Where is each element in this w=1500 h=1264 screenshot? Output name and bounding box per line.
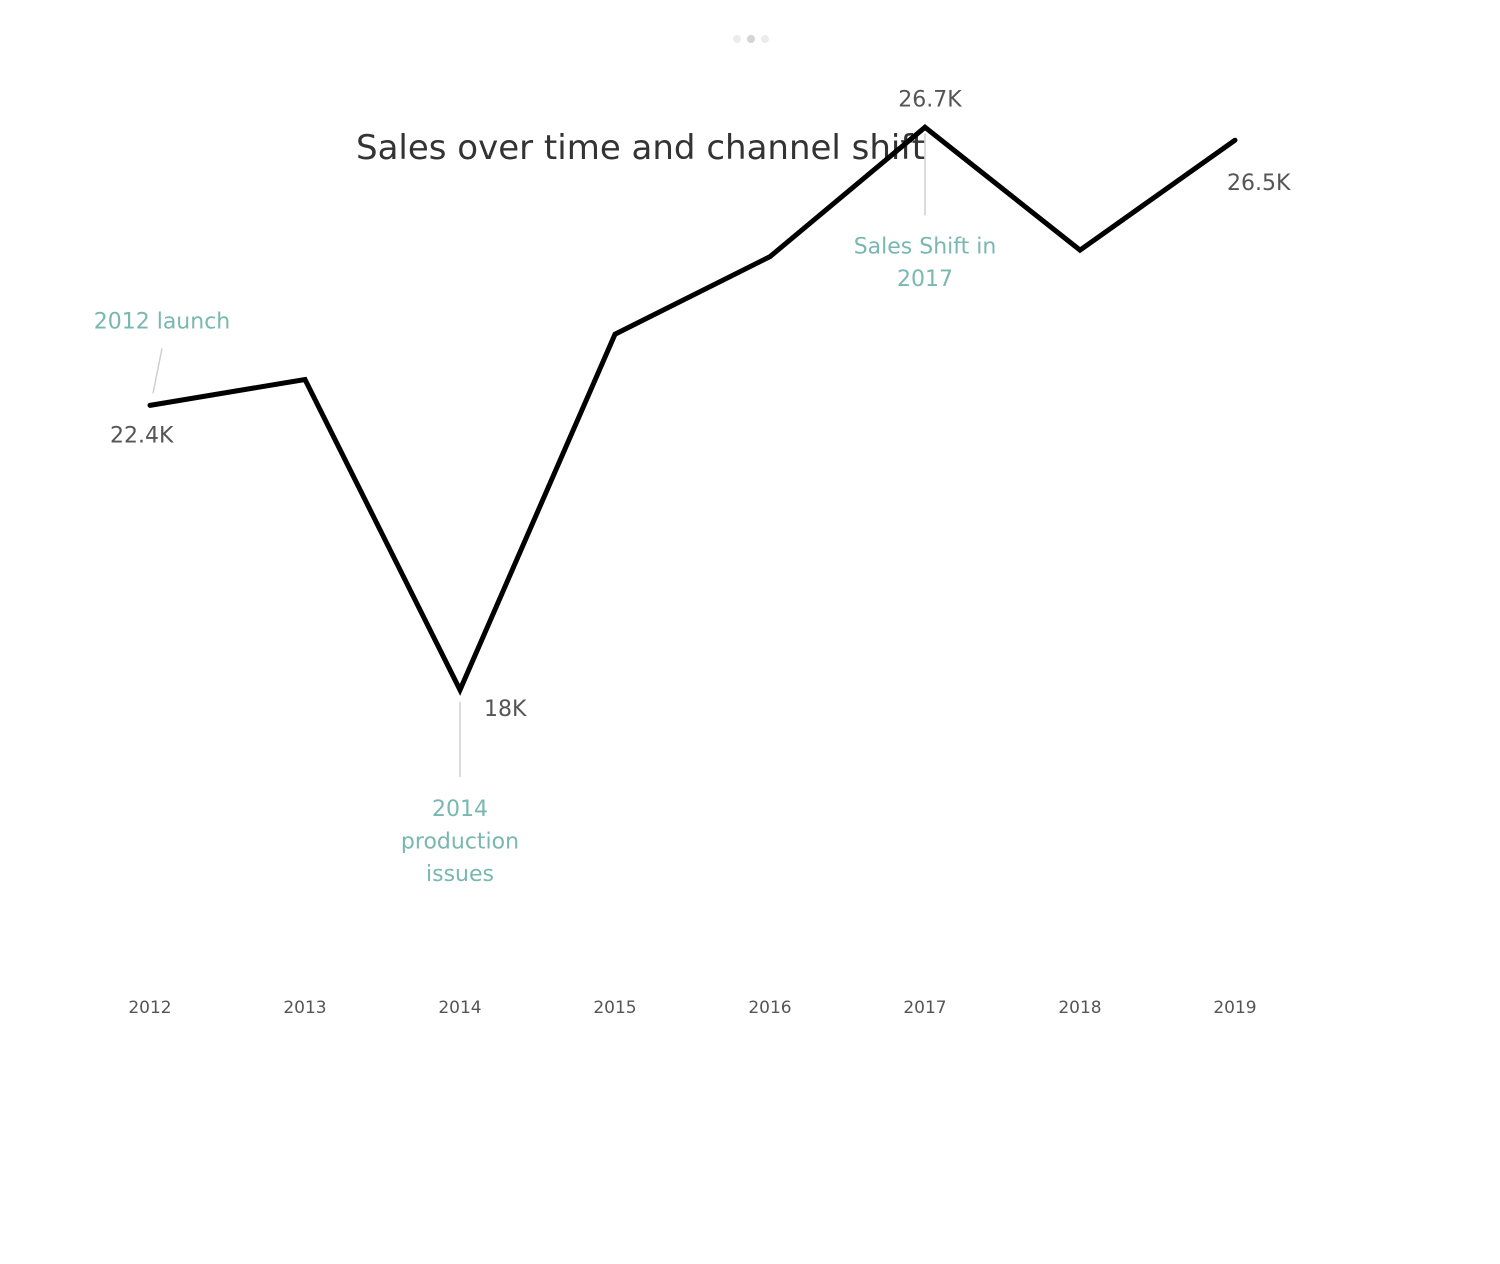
- page-indicator[interactable]: [733, 35, 769, 43]
- data-point: [147, 402, 153, 408]
- chart-title: Sales over time and channel shift: [356, 128, 926, 168]
- page-dot-active[interactable]: [747, 35, 755, 43]
- x-tick-label: 2012: [128, 998, 171, 1018]
- data-label: 26.5K: [1227, 171, 1291, 196]
- x-tick-label: 2018: [1058, 998, 1101, 1018]
- data-point: [457, 687, 463, 693]
- data-label: 26.7K: [898, 87, 962, 112]
- annotation-text: 2014: [432, 797, 488, 822]
- annotation-text: 2012 launch: [94, 309, 231, 334]
- annotation-leader-line: [152, 348, 163, 394]
- page-dot[interactable]: [733, 35, 741, 43]
- x-tick-label: 2019: [1213, 998, 1256, 1018]
- x-tick-label: 2015: [593, 998, 636, 1018]
- x-tick-label: 2017: [903, 998, 946, 1018]
- x-tick-label: 2014: [438, 998, 481, 1018]
- x-tick-label: 2013: [283, 998, 326, 1018]
- data-point: [767, 254, 773, 260]
- data-label: 22.4K: [110, 423, 174, 448]
- annotation-text: issues: [426, 862, 494, 887]
- data-point: [922, 124, 928, 130]
- data-point: [1232, 137, 1238, 143]
- x-tick-label: 2016: [748, 998, 791, 1018]
- data-point: [302, 376, 308, 382]
- page-dot[interactable]: [761, 35, 769, 43]
- data-label: 18K: [484, 697, 527, 722]
- series-line: [147, 124, 1238, 696]
- data-point: [612, 331, 618, 337]
- annotation-text: Sales Shift in: [854, 234, 997, 259]
- data-point: [1077, 247, 1083, 253]
- annotation-text: 2017: [897, 267, 953, 292]
- annotation-text: production: [401, 829, 519, 854]
